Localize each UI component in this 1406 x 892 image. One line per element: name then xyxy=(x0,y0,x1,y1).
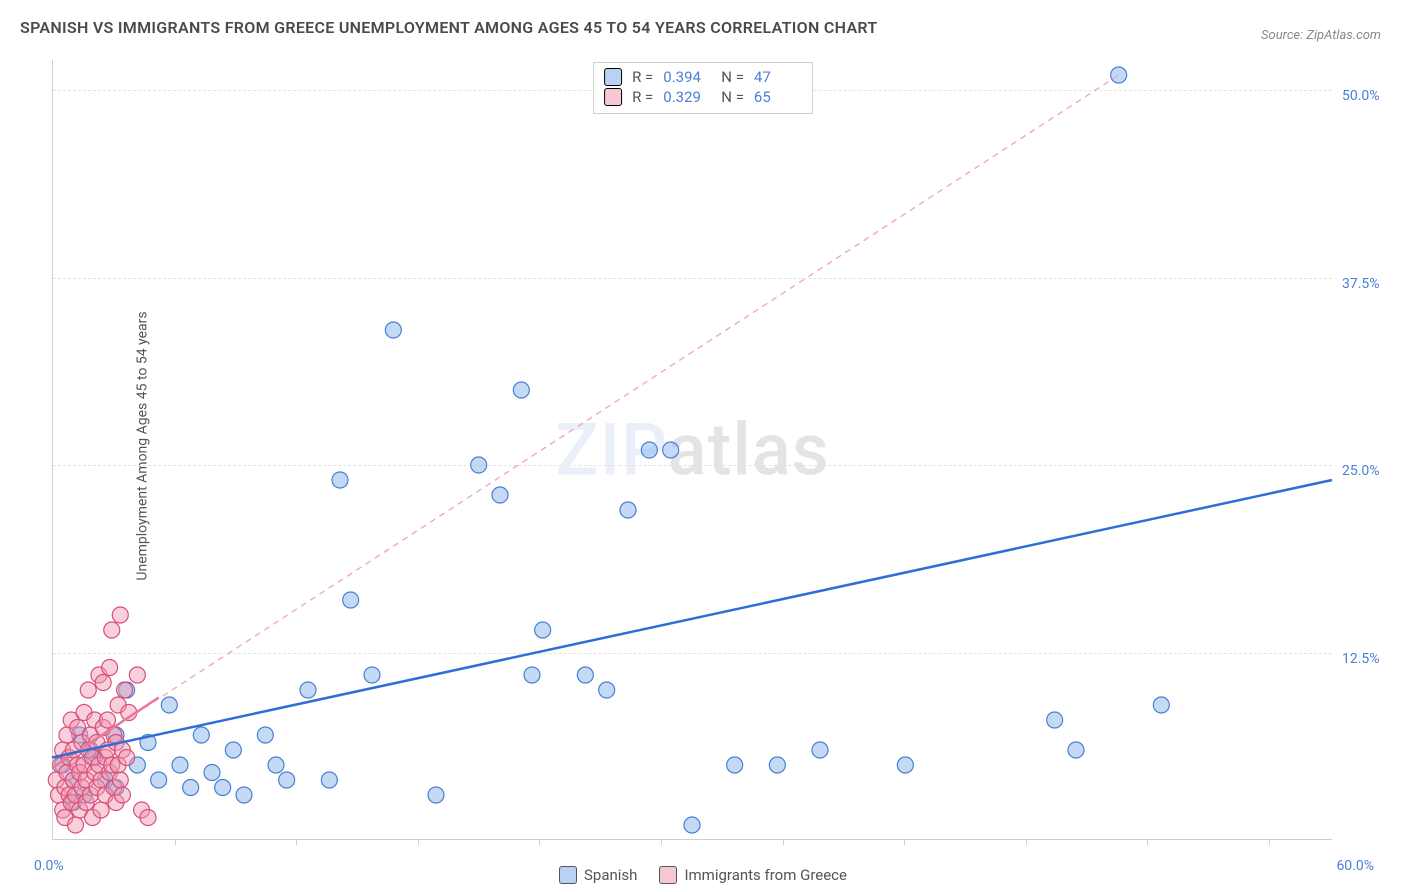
data-point-spanish xyxy=(1047,712,1063,728)
data-point-spanish xyxy=(1068,742,1084,758)
data-point-spanish xyxy=(1111,67,1127,83)
legend-label: Spanish xyxy=(584,866,637,884)
data-point-spanish xyxy=(193,727,209,743)
data-point-spanish xyxy=(172,757,188,773)
data-point-greece xyxy=(129,667,145,683)
series-legend: Spanish Immigrants from Greece xyxy=(559,866,847,884)
data-point-spanish xyxy=(161,697,177,713)
x-axis-origin-label: 0.0% xyxy=(34,858,64,874)
data-point-spanish xyxy=(183,780,199,796)
data-point-greece xyxy=(93,802,109,818)
stat-n-label: N = xyxy=(721,88,744,106)
data-point-greece xyxy=(119,750,135,766)
legend-label: Immigrants from Greece xyxy=(684,866,847,884)
data-point-spanish xyxy=(663,442,679,458)
y-tick-label: 37.5% xyxy=(1342,276,1380,292)
legend-swatch-pink xyxy=(604,88,622,106)
data-point-spanish xyxy=(321,772,337,788)
x-axis-max-label: 60.0% xyxy=(1336,858,1374,874)
data-point-spanish xyxy=(812,742,828,758)
data-point-spanish xyxy=(225,742,241,758)
legend-swatch-pink xyxy=(659,866,677,884)
stat-r-value: 0.329 xyxy=(663,88,711,106)
data-point-greece xyxy=(80,682,96,698)
stat-r-label: R = xyxy=(632,68,653,86)
data-point-spanish xyxy=(257,727,273,743)
data-point-spanish xyxy=(268,757,284,773)
data-point-greece xyxy=(117,682,133,698)
data-point-spanish xyxy=(513,382,529,398)
data-point-spanish xyxy=(215,780,231,796)
stats-row-spanish: R = 0.394 N = 47 xyxy=(604,67,802,87)
data-point-greece xyxy=(99,712,115,728)
data-point-spanish xyxy=(577,667,593,683)
source-attribution: Source: ZipAtlas.com xyxy=(1261,28,1381,43)
data-point-spanish xyxy=(492,487,508,503)
data-point-spanish xyxy=(684,817,700,833)
y-tick-label: 12.5% xyxy=(1342,651,1380,667)
trendline-greece-extrapolated xyxy=(52,75,1119,768)
stat-r-label: R = xyxy=(632,88,653,106)
data-point-spanish xyxy=(599,682,615,698)
data-point-spanish xyxy=(343,592,359,608)
data-point-spanish xyxy=(524,667,540,683)
data-point-spanish xyxy=(641,442,657,458)
legend-swatch-blue xyxy=(559,866,577,884)
legend-item-greece: Immigrants from Greece xyxy=(659,866,847,884)
chart-svg xyxy=(52,60,1332,840)
stats-legend: R = 0.394 N = 47 R = 0.329 N = 65 xyxy=(593,62,813,114)
data-point-spanish xyxy=(897,757,913,773)
chart-title: SPANISH VS IMMIGRANTS FROM GREECE UNEMPL… xyxy=(20,18,878,37)
data-point-spanish xyxy=(620,502,636,518)
y-tick-label: 25.0% xyxy=(1342,463,1380,479)
data-point-spanish xyxy=(1153,697,1169,713)
stat-n-label: N = xyxy=(721,68,744,86)
data-point-spanish xyxy=(204,765,220,781)
data-point-greece xyxy=(102,660,118,676)
data-point-spanish xyxy=(332,472,348,488)
data-point-spanish xyxy=(300,682,316,698)
stat-n-value: 65 xyxy=(754,88,802,106)
data-point-spanish xyxy=(364,667,380,683)
data-point-greece xyxy=(104,622,120,638)
stat-n-value: 47 xyxy=(754,68,802,86)
stats-row-greece: R = 0.329 N = 65 xyxy=(604,87,802,107)
data-point-spanish xyxy=(279,772,295,788)
data-point-greece xyxy=(67,817,83,833)
data-point-spanish xyxy=(428,787,444,803)
data-point-spanish xyxy=(535,622,551,638)
trendline-spanish xyxy=(52,480,1332,758)
legend-item-spanish: Spanish xyxy=(559,866,637,884)
data-point-greece xyxy=(112,607,128,623)
legend-swatch-blue xyxy=(604,68,622,86)
data-point-spanish xyxy=(236,787,252,803)
data-point-spanish xyxy=(471,457,487,473)
data-point-greece xyxy=(140,810,156,826)
data-point-greece xyxy=(114,787,130,803)
y-tick-label: 50.0% xyxy=(1342,88,1380,104)
data-point-greece xyxy=(112,772,128,788)
data-point-spanish xyxy=(385,322,401,338)
stat-r-value: 0.394 xyxy=(663,68,711,86)
data-point-spanish xyxy=(151,772,167,788)
data-point-spanish xyxy=(727,757,743,773)
data-point-greece xyxy=(95,675,111,691)
data-point-spanish xyxy=(769,757,785,773)
